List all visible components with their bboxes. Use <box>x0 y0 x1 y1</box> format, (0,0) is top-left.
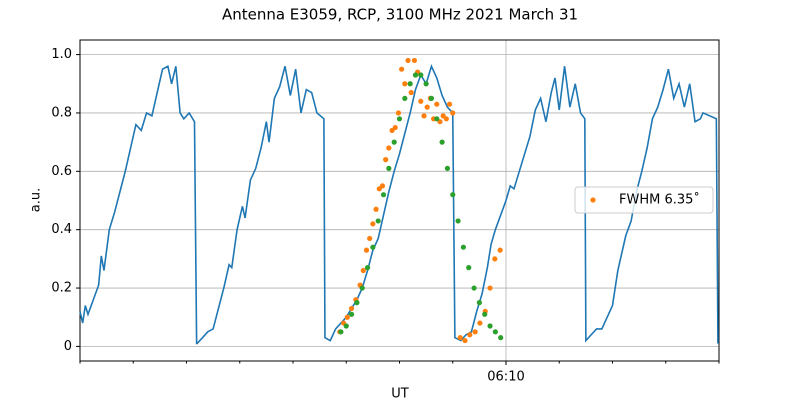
data-point <box>386 165 392 171</box>
data-point <box>391 139 397 145</box>
data-point <box>402 81 408 87</box>
data-point <box>472 329 478 335</box>
data-point <box>466 265 472 271</box>
data-point <box>399 66 405 72</box>
data-point <box>370 244 376 250</box>
data-point <box>434 101 440 107</box>
data-point <box>418 72 424 78</box>
data-point <box>423 81 429 87</box>
data-point <box>386 145 392 151</box>
data-point <box>471 285 477 291</box>
legend-marker <box>590 197 596 203</box>
data-point <box>450 192 456 198</box>
y-tick-label: 0.2 <box>51 281 72 296</box>
data-point <box>373 206 379 212</box>
data-point <box>424 104 430 110</box>
data-point <box>395 110 402 116</box>
data-point <box>418 98 424 104</box>
legend-label: FWHM 6.35˚ <box>619 192 700 208</box>
data-point <box>343 323 349 329</box>
data-point <box>421 113 427 119</box>
x-axis-label: UT <box>391 387 409 400</box>
data-point <box>444 165 451 171</box>
data-point <box>344 314 350 320</box>
y-axis-label: a.u. <box>29 188 44 212</box>
y-tick-label: 1.0 <box>51 47 72 62</box>
data-point <box>338 329 344 335</box>
data-point <box>492 329 498 335</box>
data-point <box>383 157 389 163</box>
data-point <box>443 116 449 122</box>
data-point <box>497 247 503 253</box>
data-point <box>487 323 493 329</box>
data-point <box>360 267 366 274</box>
data-point <box>405 57 411 64</box>
y-tick-label: 0 <box>64 339 72 354</box>
data-point <box>477 320 483 326</box>
data-point <box>354 300 360 306</box>
data-point <box>455 218 461 224</box>
y-tick-label: 0.8 <box>51 105 72 120</box>
data-point <box>363 247 370 253</box>
y-tick-label: 0.4 <box>51 222 72 237</box>
data-point <box>412 72 419 78</box>
data-point <box>446 101 453 107</box>
data-point <box>402 95 408 101</box>
data-line <box>79 64 719 345</box>
y-tick-label: 0.6 <box>51 164 72 179</box>
data-point <box>348 305 355 312</box>
data-point <box>482 311 488 317</box>
data-point <box>411 57 418 64</box>
data-point <box>439 139 445 145</box>
data-point <box>380 192 387 198</box>
data-point <box>467 332 473 338</box>
data-point <box>492 256 498 262</box>
data-point <box>375 218 381 224</box>
data-point <box>450 110 456 116</box>
data-point <box>392 124 398 131</box>
data-point <box>348 311 355 317</box>
data-point <box>498 335 504 341</box>
data-point <box>460 244 466 250</box>
x-tick-label: 06:10 <box>487 370 524 385</box>
data-point <box>457 335 463 341</box>
data-point <box>370 221 376 227</box>
data-point <box>487 285 493 291</box>
data-point <box>476 300 482 306</box>
chart-title: Antenna E3059, RCP, 3100 MHz 2021 March … <box>222 6 578 24</box>
data-point <box>407 81 413 87</box>
data-point <box>434 116 440 122</box>
data-point <box>379 183 386 189</box>
data-point <box>396 116 403 122</box>
data-point <box>462 337 468 344</box>
data-point <box>428 95 435 101</box>
data-point <box>367 235 373 242</box>
data-point <box>359 285 365 291</box>
legend-box <box>574 186 714 214</box>
data-point <box>364 265 371 271</box>
data-point <box>408 89 414 96</box>
